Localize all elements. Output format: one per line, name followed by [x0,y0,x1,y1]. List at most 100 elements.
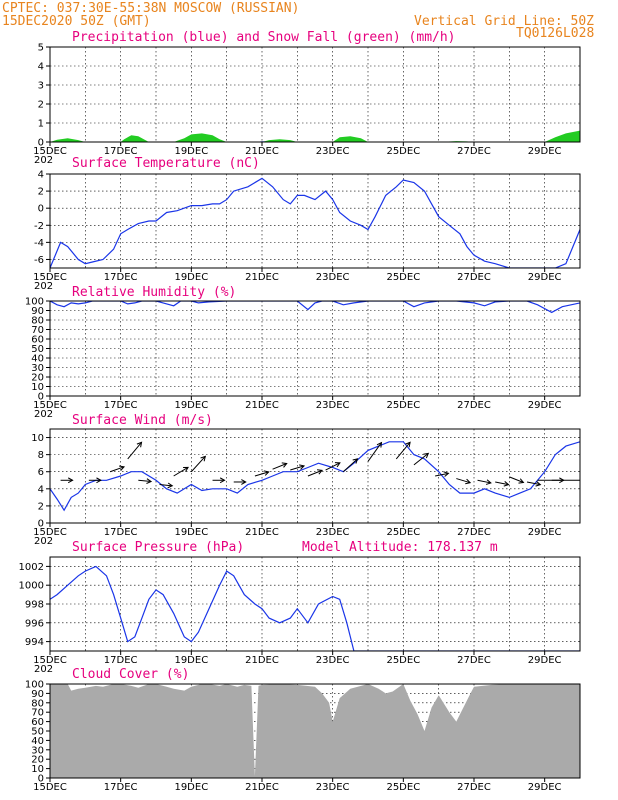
panel-1: -6 -4 -2 0 2 4 15DEC 17DEC 19DEC 21DEC 23DEC 25DEC 2… [33,156,581,292]
x-tick-label: 15DEC [33,146,67,157]
plot-frame [49,173,581,269]
y-tick-label: 10 [31,433,44,444]
y-tick-label: 0 [38,519,44,530]
x-tick-label: 15DEC [33,782,67,793]
series-group [50,301,580,314]
y-tick-label: 4 [38,170,44,181]
y-tick-label: 10 [31,382,44,393]
plot-frame [49,556,581,652]
plot-frame [49,46,581,143]
wind-arrow-head [299,464,306,470]
wind-arrow-head [200,455,207,462]
y-tick-label: 20 [31,755,44,766]
x-tick-label: 19DEC [174,272,208,283]
wind-arrow-head [96,477,102,484]
x-tick-label: 23DEC [316,655,350,666]
wind-arrow [395,441,411,460]
y-tick-label: 1000 [19,581,44,592]
y-tick-label: 1002 [19,562,44,573]
snowfall-area [50,130,580,142]
wind-arrow [159,484,173,487]
panel-title: Precipitation (blue) and Snow Fall (gree… [72,30,456,45]
y-tick-label: -2 [34,221,44,232]
wind-arrow-head [518,478,525,484]
y-tick-label: 996 [25,618,44,629]
wind-arrow [367,442,382,462]
y-tick-label: 6 [38,467,44,478]
wind-arrow [290,465,305,471]
y-tick-label: 2 [38,501,44,512]
wind-arrow [325,462,341,471]
x-tick-label: 17DEC [104,146,138,157]
y-tick-label: 0 [38,774,44,785]
x-tick-label: 23DEC [316,272,350,283]
wind-arrow [307,469,323,477]
x-tick-label: 25DEC [386,146,420,157]
y-tick-label: 30 [31,363,44,374]
x-tick-label: 21DEC [245,400,279,411]
header-line1-left: CPTEC: 037:30E-55:38N MOSCOW (RUSSIAN) [2,1,299,16]
panel-3: 0 2 4 6 8 10 15DEC 17DEC 19DEC 21DEC 23DEC 25DEC 27D… [31,413,581,547]
year-fragment: 202 [34,281,53,292]
y-tick-label: 0 [38,204,44,215]
panel-0: 0 1 2 3 4 5 15DEC 17DEC 19DEC 21DEC 23DEC 25DEC 27DE… [33,30,581,166]
wind-arrow-head [465,478,472,485]
wind-arrow [509,476,524,483]
panel-title: Relative Humidity (%) [72,285,236,300]
y-tick-label: 70 [31,325,44,336]
model-altitude-annotation: Model Altitude: 178.137 m [302,540,498,555]
x-tick-label: 17DEC [104,272,138,283]
wind-arrow-head [535,481,542,487]
x-tick-label: 23DEC [316,782,350,793]
y-tick-label: 40 [31,354,44,365]
x-tick-label: 19DEC [174,782,208,793]
x-tick-label: 27DEC [457,655,491,666]
x-tick-label: 23DEC [316,146,350,157]
y-tick-label: 30 [31,745,44,756]
wind-arrow [272,463,287,470]
wind-arrow-head [263,470,270,476]
wind-arrow [173,466,189,477]
wind-arrow-head [219,477,226,484]
x-tick-label: 21DEC [245,655,279,666]
x-tick-label: 23DEC [316,400,350,411]
y-tick-label: 100 [25,680,44,691]
x-tick-label: 15DEC [33,527,67,538]
year-fragment: 202 [34,536,53,547]
y-tick-label: 20 [31,373,44,384]
x-tick-label: 21DEC [245,146,279,157]
y-tick-label: -4 [34,238,44,249]
y-tick-label: 2 [38,187,44,198]
wind-arrow [456,478,471,484]
x-tick-label: 29DEC [528,146,562,157]
wind-arrow [190,456,206,473]
x-tick-label: 29DEC [528,527,562,538]
x-tick-label: 21DEC [245,782,279,793]
y-tick-label: 80 [31,316,44,327]
wind-arrow [526,481,541,486]
series-group [50,441,580,512]
x-tick-label: 17DEC [104,400,138,411]
wind-arrow-head [317,469,324,475]
x-tick-label: 15DEC [33,655,67,666]
wind-arrow-head [67,477,74,484]
header-line1-right: Vertical Grid Line: 50Z [414,14,594,29]
y-tick-label: 0 [38,138,44,149]
series-group [50,177,580,268]
x-tick-label: 21DEC [245,527,279,538]
y-tick-label: 5 [38,43,44,54]
wind-arrow-head [183,466,189,472]
wind-arrow [109,466,125,473]
wind-arrow-head [485,479,492,485]
y-tick-label: 80 [31,698,44,709]
series-line [50,177,580,268]
panel-title: Surface Pressure (hPa) [72,540,244,555]
x-tick-label: 25DEC [386,527,420,538]
wind-arrow-head [241,479,247,485]
wind-arrow-head [376,441,383,448]
y-tick-label: 0 [38,392,44,403]
wind-arrow [435,472,449,477]
y-tick-label: 90 [31,689,44,700]
